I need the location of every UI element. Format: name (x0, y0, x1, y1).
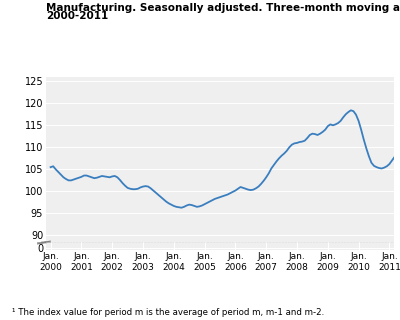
Text: ¹ The index value for period m is the average of period m, m-1 and m-2.: ¹ The index value for period m is the av… (12, 308, 324, 317)
Text: 2000-2011: 2000-2011 (46, 11, 108, 21)
Text: Manufacturing. Seasonally adjusted. Three-month moving average¹.: Manufacturing. Seasonally adjusted. Thre… (46, 3, 400, 13)
